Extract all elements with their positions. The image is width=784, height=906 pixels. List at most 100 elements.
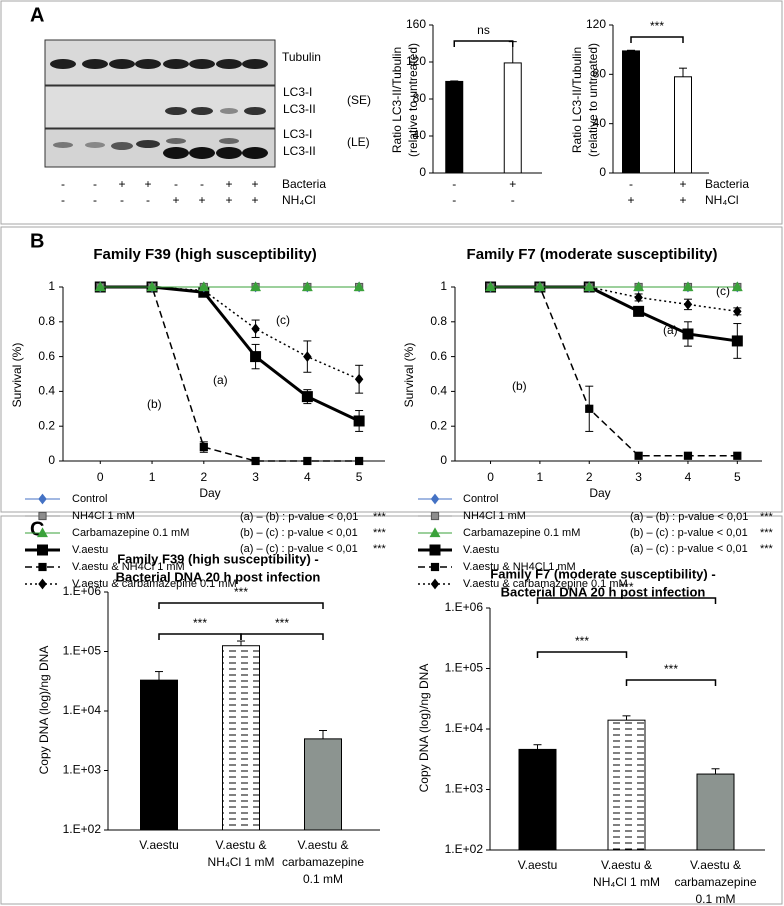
marker: [683, 298, 693, 310]
marker: [731, 335, 743, 347]
marker: [250, 281, 262, 292]
y-tick-label: 1: [440, 279, 447, 293]
y-tick-label: 40: [413, 128, 427, 142]
x-tick-label: V.aestu: [518, 858, 558, 872]
condition-sign: -: [146, 193, 150, 207]
band: [219, 138, 239, 144]
marker: [733, 451, 742, 460]
x-tick-label: 4: [304, 470, 311, 484]
legend-label: V.aestu & NH4Cl 1 mM: [463, 561, 576, 573]
significance-label: ***: [664, 662, 678, 676]
y-tick-label: 1.E+03: [63, 763, 102, 777]
condition-sign: -: [511, 193, 515, 207]
significance-label: ***: [275, 616, 289, 630]
band: [165, 107, 187, 115]
curve-label: (c): [276, 313, 290, 327]
marker: [585, 404, 594, 413]
curve-label: (b): [512, 379, 527, 393]
condition-sign: -: [120, 193, 124, 207]
x-tick-label: 5: [356, 470, 363, 484]
x-tick-label: V.aestu & carbamazepine 0.1 mM: [674, 858, 756, 906]
p-value-note: (a) – (b) : p-value < 0,01: [240, 511, 358, 523]
band: [242, 147, 268, 159]
marker: [251, 323, 260, 335]
y-tick-label: 0: [419, 165, 426, 179]
significance-bracket: [158, 602, 324, 609]
marker: [38, 578, 47, 590]
series-line: [100, 285, 360, 423]
legend-label: V.aestu: [463, 544, 499, 556]
y-tick-label: 40: [593, 116, 607, 130]
marker: [583, 281, 595, 292]
marker: [633, 305, 645, 317]
label-line: V.aestu: [139, 838, 179, 852]
western-blot: Tubulin LC3-I LC3-II (SE) LC3-I LC3-II (…: [44, 39, 371, 168]
band: [111, 142, 133, 150]
panel-frame: [0, 226, 783, 513]
series-line: [100, 286, 360, 380]
y-tick-label: 120: [406, 54, 426, 68]
x-tick-label: 1: [149, 470, 156, 484]
marker: [682, 328, 694, 340]
marker: [38, 493, 47, 505]
marker: [146, 281, 158, 292]
x-tick-label: 0: [97, 470, 104, 484]
chart-title: Family F7 (moderate susceptibility) -: [490, 566, 715, 581]
x-tick-label: V.aestu & carbamazepine 0.1 mM: [282, 838, 364, 886]
band: [189, 147, 215, 159]
x-tick-label: 4: [685, 470, 692, 484]
y-tick-label: 160: [406, 17, 426, 31]
x-tick-label: 5: [734, 470, 741, 484]
condition-sign: -: [61, 193, 65, 207]
significance-bracket: [453, 40, 514, 47]
y-tick-label: 120: [586, 17, 606, 31]
p-value-note: (b) – (c) : p-value < 0,01: [630, 527, 748, 539]
bar: [445, 80, 464, 174]
p-value-sig: ***: [760, 543, 774, 555]
band: [135, 59, 161, 69]
y-axis-title: Copy DNA (log)/ng DNA: [417, 664, 431, 793]
band: [189, 59, 215, 69]
y-tick-label: 0: [48, 453, 55, 467]
marker: [634, 451, 643, 460]
tubulin-bands: [50, 59, 268, 69]
blot-label: Tubulin: [282, 50, 321, 64]
marker: [633, 281, 645, 292]
blot-label: (SE): [347, 93, 371, 107]
label-line: V.aestu &: [690, 858, 741, 872]
marker: [251, 456, 260, 466]
legend-label: Control: [72, 493, 107, 505]
legend-label: Carbamazepine 0.1 mM: [463, 527, 580, 539]
marker: [250, 351, 262, 363]
curve-label: (c): [716, 284, 730, 298]
blot-label: LC3-I: [283, 85, 312, 99]
panel-frame: [0, 0, 783, 225]
y-tick-label: 0: [599, 165, 606, 179]
legend-label: NH4Cl 1 mM: [72, 510, 135, 522]
bar: [304, 738, 342, 831]
label-line: V.aestu &: [298, 838, 349, 852]
p-value-sig: ***: [373, 511, 387, 523]
curve-label: (b): [147, 397, 162, 411]
label-line: 0.1 mM: [303, 872, 343, 886]
y-tick-label: 1.E+06: [445, 600, 484, 614]
blot-strip: [44, 128, 276, 168]
marker: [198, 281, 210, 292]
band: [163, 59, 189, 69]
y-tick-label: 0: [440, 453, 447, 467]
legend-label: V.aestu & carbamazepine 0.1 mM: [463, 578, 628, 590]
blot-strip: [44, 85, 276, 129]
band: [244, 107, 266, 115]
condition-sign: +: [627, 193, 634, 207]
legend-label: NH4Cl 1 mM: [463, 510, 526, 522]
x-tick-label: 0: [487, 470, 494, 484]
marker: [682, 281, 694, 292]
y-tick-label: 1.E+04: [445, 721, 484, 735]
series-line: [490, 286, 738, 457]
condition-sign: -: [452, 193, 456, 207]
p-value-sig: ***: [760, 527, 774, 539]
marker: [303, 456, 312, 466]
x-tick-label: 2: [586, 470, 593, 484]
y-tick-label: 0.2: [430, 418, 447, 432]
